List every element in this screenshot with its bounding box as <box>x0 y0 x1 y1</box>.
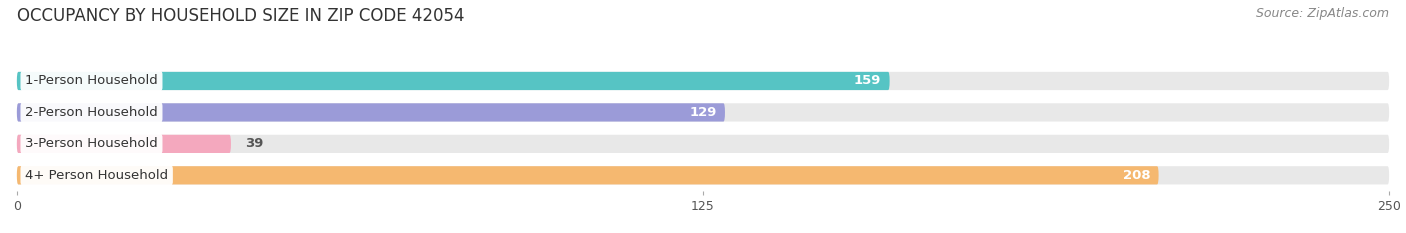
FancyBboxPatch shape <box>17 135 231 153</box>
Text: 1-Person Household: 1-Person Household <box>25 75 157 87</box>
Text: 3-Person Household: 3-Person Household <box>25 137 157 150</box>
FancyBboxPatch shape <box>17 103 725 122</box>
FancyBboxPatch shape <box>17 72 1389 90</box>
Text: 4+ Person Household: 4+ Person Household <box>25 169 169 182</box>
Text: 129: 129 <box>689 106 717 119</box>
Text: 208: 208 <box>1123 169 1150 182</box>
Text: 39: 39 <box>245 137 263 150</box>
FancyBboxPatch shape <box>17 103 1389 122</box>
FancyBboxPatch shape <box>17 72 890 90</box>
Text: 2-Person Household: 2-Person Household <box>25 106 157 119</box>
Text: OCCUPANCY BY HOUSEHOLD SIZE IN ZIP CODE 42054: OCCUPANCY BY HOUSEHOLD SIZE IN ZIP CODE … <box>17 7 464 25</box>
FancyBboxPatch shape <box>17 135 1389 153</box>
Text: Source: ZipAtlas.com: Source: ZipAtlas.com <box>1256 7 1389 20</box>
FancyBboxPatch shape <box>17 166 1159 185</box>
Text: 159: 159 <box>853 75 882 87</box>
FancyBboxPatch shape <box>17 166 1389 185</box>
